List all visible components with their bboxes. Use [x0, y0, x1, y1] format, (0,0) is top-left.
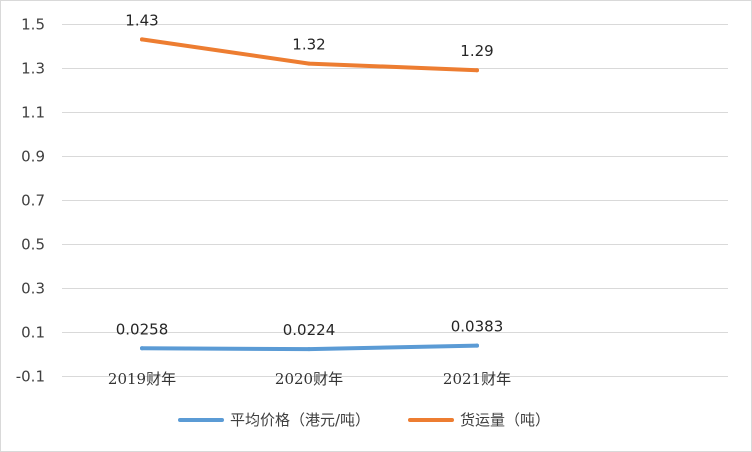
y-tick-label: 0.1: [21, 324, 45, 342]
series-lines: [140, 37, 479, 352]
data-label: 1.29: [460, 42, 493, 60]
x-category-label: 2021财年: [443, 370, 511, 388]
data-label: 0.0383: [451, 318, 504, 336]
y-tick-label: 0.3: [21, 280, 45, 298]
data-point: [475, 68, 479, 73]
x-category-label: 2020财年: [275, 370, 343, 388]
legend-label: 平均价格（港元/吨）: [230, 411, 370, 429]
gridlines: [62, 24, 728, 377]
legend-label: 货运量（吨）: [460, 411, 550, 429]
y-axis-ticks: -0.1 0.1 0.3 0.5 0.7 0.9 1.1 1.3 1.5: [16, 16, 45, 386]
data-label: 1.32: [292, 36, 325, 54]
data-label: 1.43: [125, 11, 158, 29]
x-axis-categories: 2019财年 2020财年 2021财年: [108, 370, 511, 388]
legend: 平均价格（港元/吨） 货运量（吨）: [178, 411, 550, 429]
data-label: 0.0224: [283, 321, 336, 339]
data-point: [140, 346, 144, 351]
data-point: [475, 343, 479, 348]
y-tick-label: -0.1: [16, 368, 45, 386]
data-point: [140, 37, 144, 42]
y-tick-label: 1.3: [21, 60, 45, 78]
data-point: [307, 347, 311, 352]
y-tick-label: 0.5: [21, 236, 45, 254]
y-tick-label: 0.7: [21, 192, 45, 210]
x-category-label: 2019财年: [108, 370, 176, 388]
data-point: [307, 61, 311, 66]
y-tick-label: 1.1: [21, 104, 45, 122]
y-tick-label: 1.5: [21, 16, 45, 34]
data-label: 0.0258: [116, 320, 169, 338]
y-tick-label: 0.9: [21, 148, 45, 166]
data-labels: 0.0258 0.0224 0.0383 1.43 1.32 1.29: [116, 11, 504, 339]
